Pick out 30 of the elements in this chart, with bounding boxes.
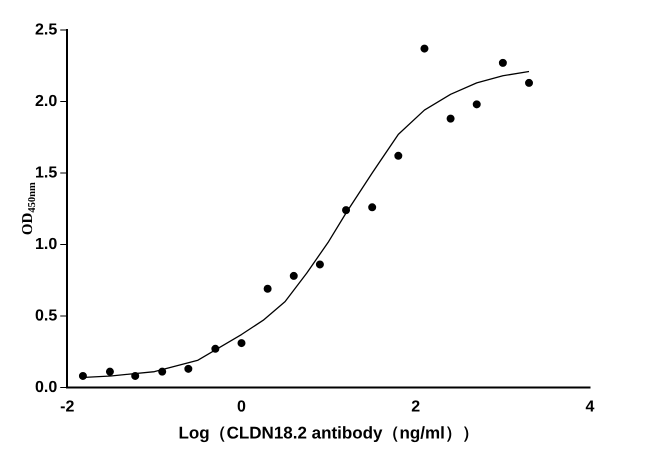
point [237,339,246,348]
point [342,206,350,214]
x-tick-label: 4 [586,398,595,416]
y-tick-label: 1.5 [34,164,58,182]
y-tick-label: 0.0 [34,378,58,396]
point [368,203,376,212]
x-tick-label: 0 [237,398,246,416]
y-tick-label: 2.0 [34,92,58,110]
point [498,58,507,67]
y-tick-label: 2.5 [34,21,58,38]
point [264,284,272,293]
point [420,44,428,53]
point [525,78,534,87]
point [446,114,455,123]
point [290,272,298,280]
y-axis-title: OD450nm [20,182,38,236]
y-tick-label: 1.0 [34,236,58,253]
point [78,372,87,380]
point [472,100,481,108]
point [211,344,220,353]
x-tick-label: 2 [411,398,420,416]
point [158,368,166,376]
point [184,364,192,373]
y-tick-label: 0.5 [34,307,58,324]
x-axis-title: Log（CLDN18.2 antibody（ng/ml）） [178,423,479,442]
point [131,372,140,380]
point [316,260,324,268]
point [394,152,402,160]
x-tick-label: -2 [60,398,74,416]
point [106,368,114,376]
